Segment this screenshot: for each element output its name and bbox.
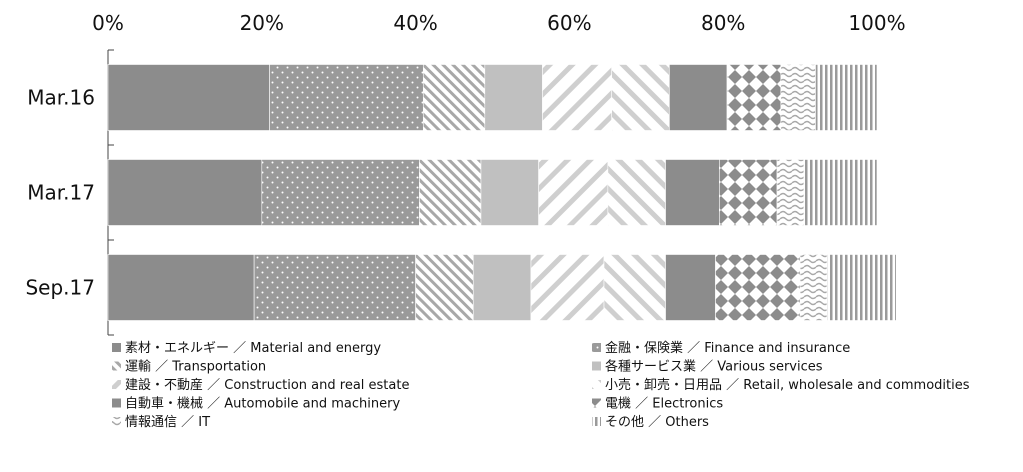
x-tick-label: 40% xyxy=(393,11,437,35)
x-tick-label: 60% xyxy=(547,11,591,35)
x-tick-label: 100% xyxy=(848,11,905,35)
legend-label: 金融・保険業 ／ Finance and insurance xyxy=(605,340,850,356)
bar-segment xyxy=(542,64,612,131)
bar-segment xyxy=(803,159,878,226)
bar-segment xyxy=(815,64,878,131)
bar-segment xyxy=(107,64,270,131)
bar-segment xyxy=(107,159,263,226)
bar-segment xyxy=(799,254,828,321)
y-category-label: Sep.17 xyxy=(25,276,95,300)
legend-swatch xyxy=(112,380,121,389)
legend-label: 小売・卸売・日用品 ／ Retail, wholesale and commod… xyxy=(605,377,970,393)
y-category-label: Mar.16 xyxy=(27,86,95,110)
bar-segment xyxy=(415,254,474,321)
bar-segment xyxy=(480,159,539,226)
axis-layer: 0% 20% 40% 60% 80% 100% Mar.16 Mar.17 Sep.17 xyxy=(25,11,906,336)
bar-segment xyxy=(472,254,532,321)
legend-swatch xyxy=(112,361,121,371)
bars-layer xyxy=(107,64,897,321)
legend-swatch xyxy=(592,380,601,389)
bar-segment xyxy=(538,159,609,226)
legend-label: 運輸 ／ Transportation xyxy=(125,360,266,375)
x-tick-label: 20% xyxy=(240,11,284,35)
bar-segment xyxy=(719,159,778,226)
bar-segment xyxy=(603,254,666,321)
bar-segment xyxy=(665,159,720,226)
bar-segment xyxy=(826,254,897,321)
legend-label: その他 ／ Others xyxy=(605,415,709,430)
bar-segment xyxy=(253,254,416,321)
bar-segment xyxy=(261,159,420,226)
bar-segment xyxy=(269,64,424,131)
bar-segment xyxy=(776,159,805,226)
legend-label: 素材・エネルギー ／ Material and energy xyxy=(125,341,381,356)
bar-segment xyxy=(726,64,782,131)
bar-segment xyxy=(780,64,816,131)
x-tick-label: 0% xyxy=(92,11,124,35)
x-tick-label: 80% xyxy=(701,11,745,35)
legend-swatch xyxy=(592,343,601,352)
bar-segment xyxy=(484,64,543,131)
legend-swatch xyxy=(592,417,601,426)
bar-segment xyxy=(611,64,670,131)
bar-segment xyxy=(107,254,255,321)
bar-segment xyxy=(715,254,801,321)
legend-label: 電機 ／ Electronics xyxy=(605,397,723,412)
bar-segment xyxy=(665,254,716,321)
legend-swatch xyxy=(112,343,121,352)
bar-segment xyxy=(419,159,482,226)
bar-segment xyxy=(607,159,666,226)
legend-label: 建設・不動産 ／ Construction and real estate xyxy=(125,377,409,393)
bar-segment xyxy=(669,64,728,131)
bar-segment xyxy=(530,254,605,321)
legend-swatch xyxy=(112,398,121,408)
legend-swatch xyxy=(592,398,601,408)
legend-label: 各種サービス業 ／ Various services xyxy=(605,359,823,375)
legend-swatch xyxy=(112,417,121,426)
legend-label: 自動車・機械 ／ Automobile and machinery xyxy=(125,397,400,412)
legend-swatch xyxy=(592,361,601,371)
legend: 素材・エネルギー ／ Material and energy 金融・保険業 ／ F… xyxy=(112,340,970,430)
bar-segment xyxy=(422,64,486,131)
legend-label: 情報通信 ／ IT xyxy=(125,415,210,430)
y-category-label: Mar.17 xyxy=(27,181,95,205)
